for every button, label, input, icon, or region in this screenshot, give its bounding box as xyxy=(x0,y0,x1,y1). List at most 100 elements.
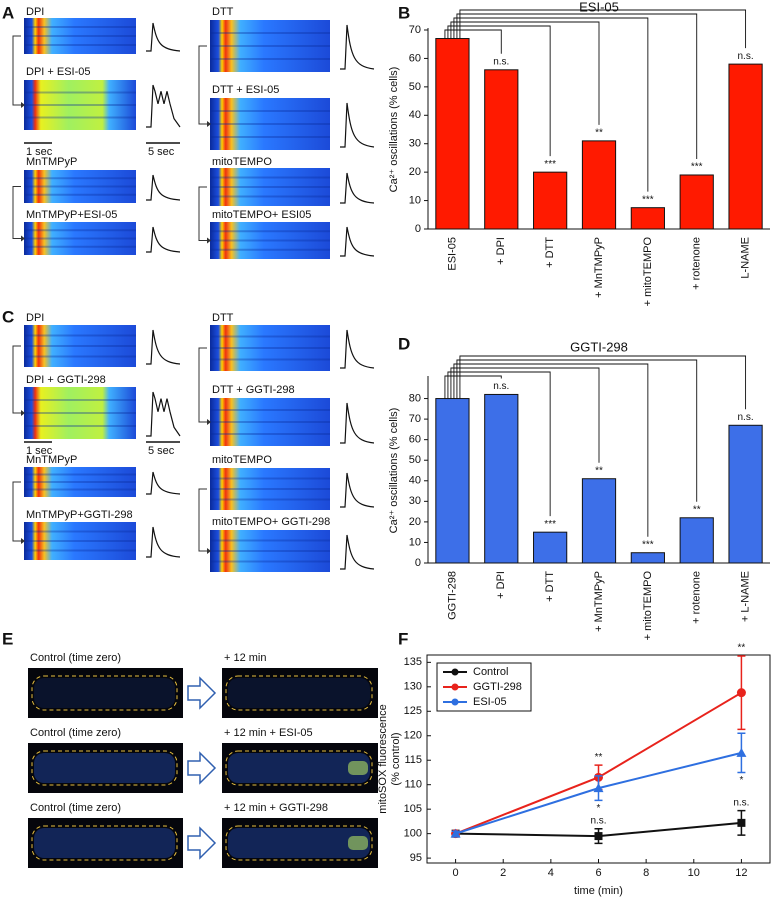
kymograph xyxy=(210,222,330,259)
trace xyxy=(146,226,181,253)
bracket-arrow xyxy=(12,345,21,414)
x-tick-label: + mitoTEMPO xyxy=(642,237,654,307)
x-tick-label: 6 xyxy=(595,867,601,879)
image-label: DTT + GGTI-298 xyxy=(212,384,295,396)
bar xyxy=(630,552,665,564)
image-label: + 12 min xyxy=(224,652,267,664)
x-axis-label: time (min) xyxy=(574,885,623,897)
image-label: DPI + ESI-05 xyxy=(26,66,91,78)
kymograph xyxy=(24,522,136,560)
image-label: DPI xyxy=(26,6,44,18)
y-tick-label: 80 xyxy=(409,392,421,404)
image-label: DPI xyxy=(26,312,44,324)
arrow-head xyxy=(207,548,211,554)
marker xyxy=(736,747,747,757)
y-tick-label: 40 xyxy=(409,475,421,487)
significance: *** xyxy=(544,159,556,170)
trace xyxy=(146,174,181,201)
x-tick-label: 12 xyxy=(735,867,747,879)
panel-letter: F xyxy=(398,629,408,648)
x-tick-label: + DTT xyxy=(544,237,556,268)
comparison-bracket xyxy=(453,363,649,537)
cell-outline xyxy=(225,750,373,786)
arrow-head xyxy=(207,237,211,244)
y-tick-label: 40 xyxy=(409,109,421,121)
x-tick-label: + DPI xyxy=(495,237,507,265)
bar xyxy=(581,478,617,564)
kymograph xyxy=(24,387,136,439)
legend-label: Control xyxy=(473,666,508,678)
trace xyxy=(340,102,375,148)
arrow-head xyxy=(207,419,211,425)
image-label: + 12 min + ESI-05 xyxy=(224,727,313,739)
kymograph xyxy=(210,98,330,150)
arrow-head xyxy=(21,235,25,242)
image-label: mitoTEMPO+ ESI05 xyxy=(212,209,311,221)
cell-body xyxy=(228,753,370,783)
bracket-arrow xyxy=(12,481,21,542)
y-tick-label: 10 xyxy=(409,536,421,548)
bar xyxy=(435,398,470,564)
significance: n.s. xyxy=(733,797,749,808)
trace xyxy=(340,402,375,444)
y-tick-label: 60 xyxy=(409,434,421,446)
scale-label: 5 sec xyxy=(148,146,175,158)
image-label: mitoTEMPO xyxy=(212,454,272,466)
x-tick-label: 0 xyxy=(453,867,459,879)
comparison-bracket xyxy=(450,367,600,463)
y-axis-label: Ca²⁺ oscillations (% cells) xyxy=(388,408,400,534)
y-tick-label: 0 xyxy=(415,557,421,569)
comparison-bracket xyxy=(456,359,698,502)
y-tick-label: 135 xyxy=(404,656,422,668)
cell-outline xyxy=(225,825,373,861)
significance: ** xyxy=(595,128,603,139)
comparison-bracket xyxy=(444,29,502,54)
panel-letter: D xyxy=(398,334,410,353)
x-tick-label: + MnTMPyP xyxy=(593,237,605,298)
image-label: DPI + GGTI-298 xyxy=(26,374,106,386)
panel-letter: B xyxy=(398,3,410,22)
image-label: MnTMPyP+ESI-05 xyxy=(26,209,117,221)
axes xyxy=(427,28,770,230)
bar xyxy=(728,63,763,230)
significance: ** xyxy=(738,643,746,654)
legend-marker xyxy=(451,683,459,691)
image-label: DTT xyxy=(212,312,234,324)
legend-marker xyxy=(451,668,459,676)
image-label: DTT xyxy=(212,6,234,18)
bar xyxy=(533,531,568,564)
image-label: MnTMPyP xyxy=(26,454,77,466)
legend-marker xyxy=(451,698,459,706)
x-tick-label: L-NAME xyxy=(739,237,751,279)
x-tick-label: + DPI xyxy=(495,571,507,599)
y-tick-label: 115 xyxy=(404,754,422,766)
chart-title: ESI-05 xyxy=(579,0,619,14)
comparison-bracket xyxy=(450,21,600,125)
significance: ** xyxy=(693,504,701,515)
kymograph xyxy=(24,170,136,203)
y-tick-label: 110 xyxy=(404,779,422,791)
y-tick-label: 50 xyxy=(409,81,421,93)
bar xyxy=(728,424,763,564)
y-tick-label: 120 xyxy=(404,730,422,742)
cell-body xyxy=(34,828,175,858)
trace xyxy=(146,84,181,128)
trace xyxy=(340,172,375,204)
bar xyxy=(533,171,568,230)
arrow-head xyxy=(21,102,25,108)
bar xyxy=(581,140,617,230)
significance: n.s. xyxy=(590,815,606,826)
image-label: Control (time zero) xyxy=(30,652,121,664)
significance: n.s. xyxy=(738,51,754,62)
comparison-bracket xyxy=(456,13,698,159)
marker xyxy=(593,783,604,793)
arrow-head xyxy=(21,538,25,544)
comparison-bracket xyxy=(459,9,747,49)
scale-label: 1 sec xyxy=(26,146,53,158)
trace xyxy=(340,226,375,257)
y-tick-label: 105 xyxy=(404,803,422,815)
significance: *** xyxy=(642,539,654,550)
panel-letter: C xyxy=(2,307,14,326)
scale-label: 5 sec xyxy=(148,445,175,457)
